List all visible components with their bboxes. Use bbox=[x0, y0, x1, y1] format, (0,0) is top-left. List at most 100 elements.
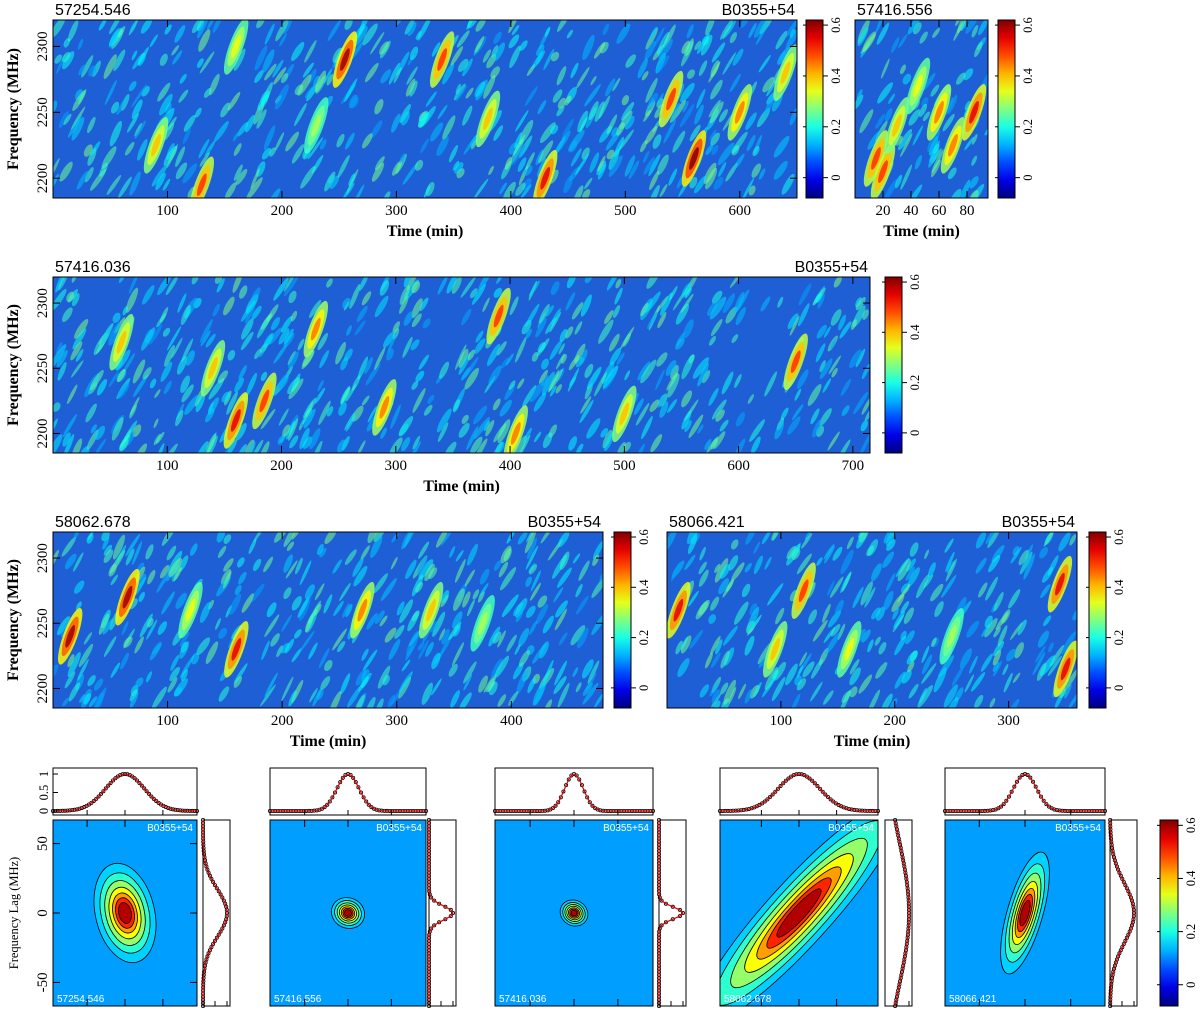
scintle-background bbox=[669, 285, 678, 301]
scintle-background bbox=[710, 652, 721, 668]
scintle-background bbox=[579, 116, 588, 133]
scintle-background bbox=[415, 30, 422, 40]
scintle-background bbox=[641, 71, 649, 81]
freq-cut-point bbox=[450, 911, 455, 916]
scintle-background bbox=[342, 297, 351, 309]
scintle-background bbox=[379, 41, 389, 55]
acf-epoch-label: 57416.556 bbox=[274, 994, 322, 1005]
scintle-background bbox=[267, 188, 281, 198]
scintle-background bbox=[681, 390, 693, 408]
freq-cut-fit bbox=[894, 819, 910, 1007]
scintle-background bbox=[246, 372, 257, 396]
scintle-background bbox=[151, 164, 168, 187]
scintle-background bbox=[577, 110, 589, 133]
scintle-background bbox=[398, 416, 414, 437]
scintle-background bbox=[849, 667, 861, 686]
scintle-background bbox=[178, 89, 189, 103]
scintle-background bbox=[681, 40, 691, 54]
scintle-background bbox=[628, 160, 640, 179]
scintle-background bbox=[1023, 553, 1035, 580]
freq-cut-point bbox=[218, 929, 223, 934]
scintle bbox=[230, 409, 241, 432]
scintle-background bbox=[346, 685, 362, 708]
scintle-background bbox=[643, 109, 652, 122]
scintle-background bbox=[374, 156, 385, 171]
scintle-background bbox=[462, 591, 471, 608]
scintle-background bbox=[161, 591, 175, 615]
scintle-background bbox=[388, 639, 401, 661]
time-cut-point bbox=[831, 799, 836, 804]
scintle-background bbox=[714, 558, 729, 583]
scintle-background bbox=[367, 532, 378, 544]
epoch-label: 57416.556 bbox=[857, 2, 933, 19]
scintle-background bbox=[462, 58, 473, 77]
freq-cut-point bbox=[1117, 951, 1122, 956]
scintle-background bbox=[556, 105, 565, 117]
scintle-background bbox=[556, 66, 567, 86]
scintle-background bbox=[59, 161, 73, 182]
scintle-background bbox=[644, 40, 656, 61]
scintle-background bbox=[113, 49, 126, 72]
scintle-background bbox=[571, 302, 584, 320]
scintle-background bbox=[834, 599, 844, 616]
scintle-background bbox=[1039, 655, 1056, 676]
scintle-background bbox=[329, 175, 340, 189]
scintle bbox=[185, 598, 196, 622]
scintle-background bbox=[391, 160, 403, 176]
scintle-background bbox=[383, 191, 391, 198]
time-cut-point bbox=[101, 789, 106, 794]
time-cut-fit bbox=[52, 773, 198, 812]
scintle-background bbox=[96, 379, 108, 396]
scintle-background bbox=[134, 120, 146, 140]
scintle-background bbox=[527, 677, 536, 694]
scintle-background bbox=[943, 684, 958, 708]
scintle-background bbox=[993, 591, 1004, 612]
scintle-background bbox=[670, 364, 679, 380]
scintle-background bbox=[921, 645, 930, 664]
scintle-background bbox=[123, 420, 138, 444]
scintle-background bbox=[687, 534, 698, 555]
scintle-background bbox=[474, 36, 485, 53]
scintle-background bbox=[314, 70, 327, 93]
scintle-background bbox=[796, 553, 812, 575]
freq-cut-frame bbox=[202, 819, 231, 1007]
scintle-background bbox=[383, 331, 395, 348]
scintle-background bbox=[744, 562, 752, 573]
scintle-background bbox=[222, 570, 232, 589]
scintle-background bbox=[771, 532, 780, 541]
scintle-background bbox=[277, 435, 285, 445]
scintle-background bbox=[602, 365, 619, 389]
scintle-background bbox=[455, 85, 468, 102]
scintle-background bbox=[66, 291, 75, 303]
scintle-background bbox=[250, 583, 265, 603]
time-cut-point bbox=[577, 777, 582, 782]
scintle-background bbox=[930, 583, 944, 602]
acf-contour bbox=[344, 909, 352, 917]
scintle-background bbox=[616, 23, 631, 44]
scintle-background bbox=[675, 337, 685, 350]
scintle-background bbox=[184, 394, 200, 415]
scintle-background bbox=[463, 134, 478, 155]
scintle-background bbox=[344, 412, 355, 431]
scintle-background bbox=[1002, 664, 1009, 676]
scintle-background bbox=[332, 559, 342, 574]
scintle-background bbox=[155, 172, 166, 191]
scintle-background bbox=[240, 300, 256, 322]
scintle-background bbox=[653, 27, 665, 47]
scintle-background bbox=[624, 370, 631, 381]
dynamic-spectrum bbox=[53, 20, 797, 198]
scintle-background bbox=[448, 621, 462, 641]
scintle-background bbox=[1019, 551, 1033, 575]
scintle-background bbox=[401, 532, 412, 550]
scintle bbox=[231, 638, 242, 661]
freq-cut-point bbox=[207, 873, 212, 878]
scintle-background bbox=[344, 78, 358, 102]
freq-cut-fit bbox=[428, 820, 454, 1006]
scintle-background bbox=[286, 541, 295, 551]
scintle-background bbox=[711, 145, 719, 155]
time-cut-point bbox=[1017, 775, 1022, 780]
scintle-background bbox=[272, 59, 284, 78]
scintle-background bbox=[859, 532, 868, 543]
scintle-background bbox=[261, 640, 270, 661]
freq-cut-point bbox=[429, 895, 434, 900]
